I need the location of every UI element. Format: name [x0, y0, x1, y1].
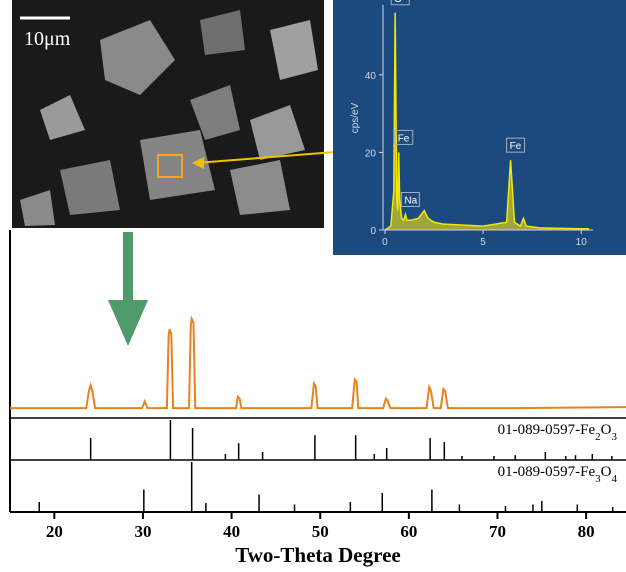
- y-tick-label: 20: [365, 148, 377, 159]
- y-tick-label: 40: [365, 71, 377, 82]
- eds-panel: [333, 0, 626, 255]
- x-tick-label: 30: [134, 522, 151, 541]
- x-tick-label: 5: [480, 237, 486, 248]
- arrow-head: [108, 300, 148, 346]
- y-tick-label: 0: [370, 226, 376, 237]
- peak-label: Fe: [510, 141, 522, 152]
- reference-label: 01-089-0597-Fe3O4: [498, 464, 618, 485]
- x-tick-label: 40: [223, 522, 240, 541]
- x-tick-label: 0: [382, 237, 388, 248]
- x-tick-label: 60: [400, 522, 417, 541]
- x-tick-label: 10: [576, 237, 588, 248]
- x-tick-label: 20: [46, 522, 63, 541]
- x-tick-label: 80: [578, 522, 595, 541]
- peak-label: Fe: [398, 133, 410, 144]
- xrd-trace: [10, 319, 626, 408]
- x-axis-label: Two-Theta Degree: [235, 543, 400, 567]
- peak-label: Na: [404, 195, 417, 206]
- figure: 10μm Two-Theta Degree 2030405060708001-0…: [0, 0, 626, 572]
- arrow: [123, 232, 133, 302]
- peak-label: O: [394, 0, 402, 5]
- sem-image: 10μm: [12, 0, 324, 228]
- scale-bar: 10μm: [24, 28, 71, 50]
- x-tick-label: 70: [489, 522, 506, 541]
- y-axis-label: cps/eV: [350, 102, 361, 133]
- reference-label: 01-089-0597-Fe2O3: [498, 422, 618, 443]
- x-tick-label: 50: [312, 522, 329, 541]
